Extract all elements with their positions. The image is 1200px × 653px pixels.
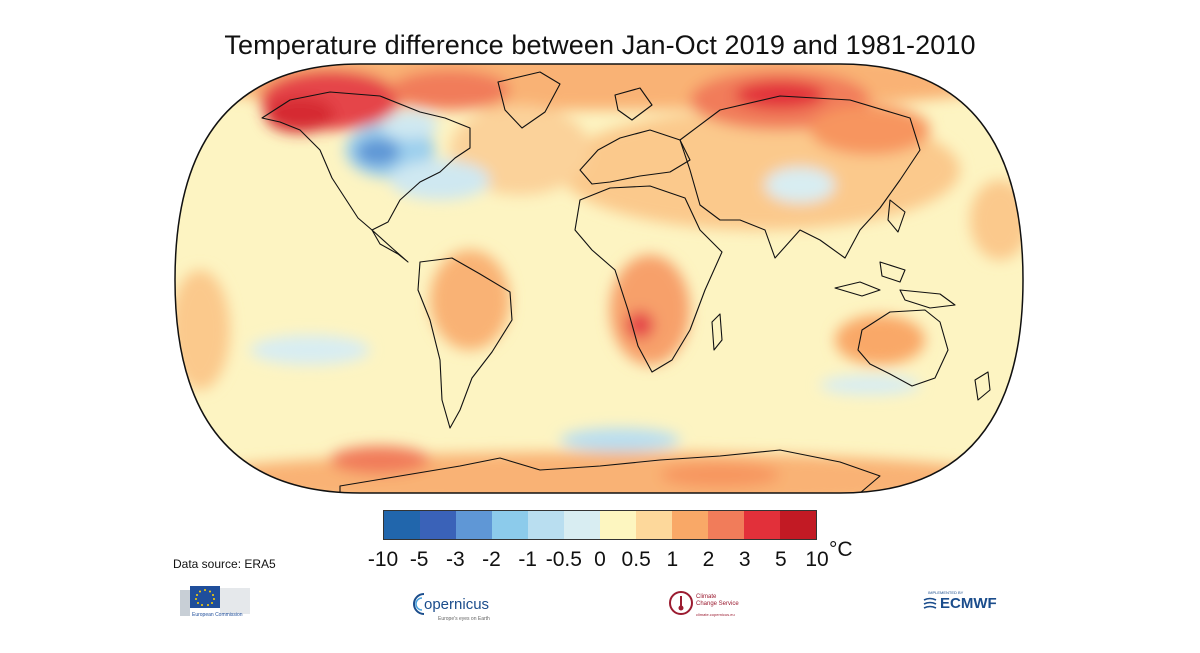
ecmwf-logo: IMPLEMENTED BY ECMWF xyxy=(922,590,1032,614)
colorbar-swatch-7 xyxy=(636,511,672,539)
c3s-label-line2: Change Service xyxy=(696,601,739,607)
copernicus-tagline: Europe's eyes on Earth xyxy=(438,616,490,622)
colorbar xyxy=(383,510,817,540)
coastlines xyxy=(261,71,991,493)
colorbar-swatch-3 xyxy=(492,511,528,539)
eu-logo-label: European Commission xyxy=(192,612,243,618)
colorbar-tick-label: -1 xyxy=(518,548,537,571)
colorbar-swatch-1 xyxy=(420,511,456,539)
colorbar-swatch-9 xyxy=(708,511,744,539)
colorbar-swatch-8 xyxy=(672,511,708,539)
map-border xyxy=(174,63,1024,494)
colorbar-tick-label: 3 xyxy=(738,548,751,571)
colorbar-swatch-11 xyxy=(780,511,816,539)
colorbar-swatch-0 xyxy=(384,511,420,539)
eu-commission-logo: European Commission xyxy=(180,586,252,626)
colorbar-swatch-5 xyxy=(564,511,600,539)
colorbar-tick-label: 10 xyxy=(805,548,829,571)
colorbar-swatch-4 xyxy=(528,511,564,539)
colorbar-tick-label: 0 xyxy=(594,548,606,571)
colorbar-tick-label: -3 xyxy=(445,548,465,571)
colorbar-tick-label: -5 xyxy=(409,548,429,571)
data-source-note: Data source: ERA5 xyxy=(173,557,276,571)
colorbar-tick-label: -0.5 xyxy=(545,548,582,571)
colorbar-unit: °C xyxy=(829,538,853,561)
colorbar-swatch-10 xyxy=(744,511,780,539)
copernicus-logo: opernicus Europe's eyes on Earth xyxy=(408,590,518,624)
map-title: Temperature difference between Jan-Oct 2… xyxy=(224,30,976,60)
colorbar-tick-label: -10 xyxy=(367,548,399,571)
c3s-url: climate.copernicus.eu xyxy=(696,612,735,617)
colorbar-tick-label: 0.5 xyxy=(621,548,651,571)
ecmwf-wordmark: ECMWF xyxy=(940,595,997,612)
colorbar-swatch-6 xyxy=(600,511,636,539)
copernicus-wordmark: opernicus xyxy=(424,596,490,613)
colorbar-tick-label: 2 xyxy=(702,548,715,571)
colorbar-swatch-2 xyxy=(456,511,492,539)
ecmwf-tagline: IMPLEMENTED BY xyxy=(928,590,964,595)
c3s-logo: Climate Change Service climate.copernicu… xyxy=(668,588,768,624)
colorbar-tick-labels: -10 -5 -3 -2 -1 -0.5 0 0.5 1 2 3 5 10 xyxy=(360,548,840,578)
anomaly-field xyxy=(175,64,1023,493)
colorbar-tick-label: -2 xyxy=(482,548,501,571)
colorbar-tick-label: 1 xyxy=(666,548,679,571)
colorbar-tick-label: 5 xyxy=(774,548,787,571)
c3s-label-line1: Climate xyxy=(696,594,717,600)
